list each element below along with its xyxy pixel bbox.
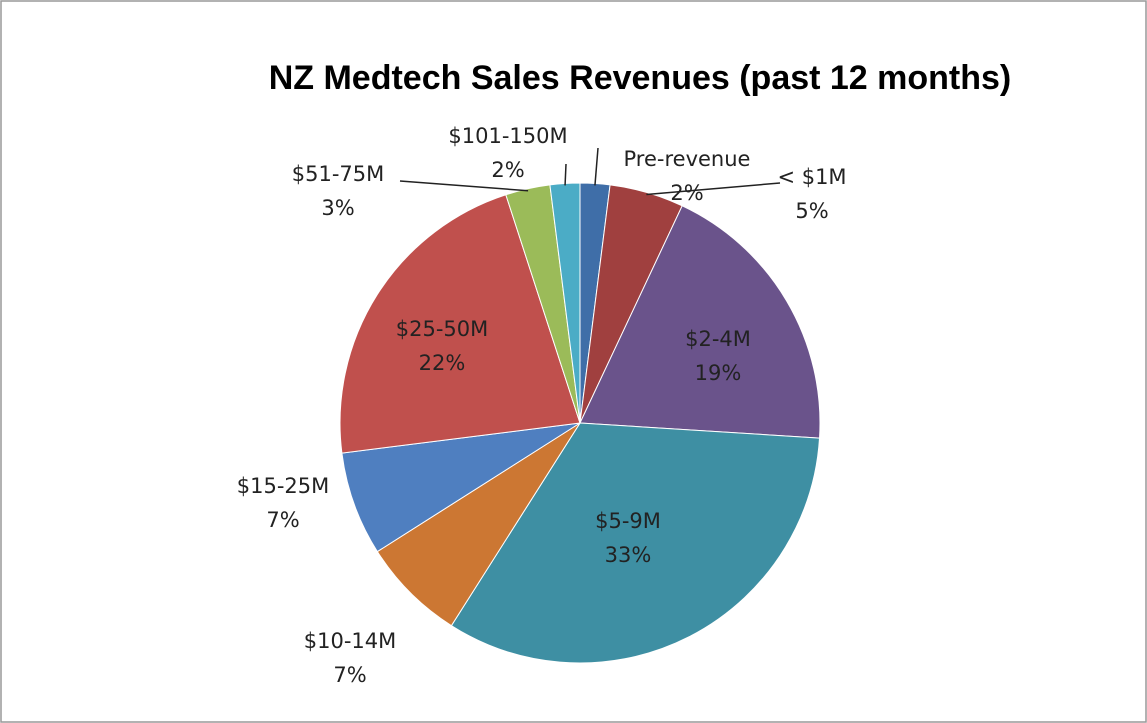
slice-value-label: 2% (670, 181, 703, 205)
slice-label: $51-75M (292, 162, 385, 186)
leader-line (564, 163, 567, 186)
pie-slice (376, 422, 581, 627)
leader-line (646, 182, 781, 196)
slice-value-label: 19% (695, 361, 742, 385)
pie-slice (450, 422, 821, 664)
slice-value-label: 5% (795, 199, 828, 223)
slice-value-label: 33% (605, 543, 652, 567)
slice-label: $15-25M (237, 474, 330, 498)
slice-value-label: 3% (321, 196, 354, 220)
slice-value-label: 22% (419, 351, 466, 375)
slice-label: $25-50M (396, 317, 489, 341)
leader-line (399, 180, 529, 192)
slice-label: $5-9M (595, 509, 661, 533)
slice-label: $10-14M (304, 629, 397, 653)
slice-label: $101-150M (448, 124, 567, 148)
pie-slice (579, 205, 821, 439)
slice-label: Pre-revenue (624, 147, 751, 171)
pie-slice (341, 422, 581, 553)
slice-value-label: 2% (491, 158, 524, 182)
pie-slice (339, 194, 581, 454)
slice-label: $2-4M (685, 327, 751, 351)
slice-label: < $1M (777, 165, 846, 189)
leader-line (594, 147, 599, 186)
slice-value-label: 7% (333, 663, 366, 687)
chart-title: NZ Medtech Sales Revenues (past 12 month… (269, 59, 1012, 97)
slice-value-label: 7% (266, 508, 299, 532)
